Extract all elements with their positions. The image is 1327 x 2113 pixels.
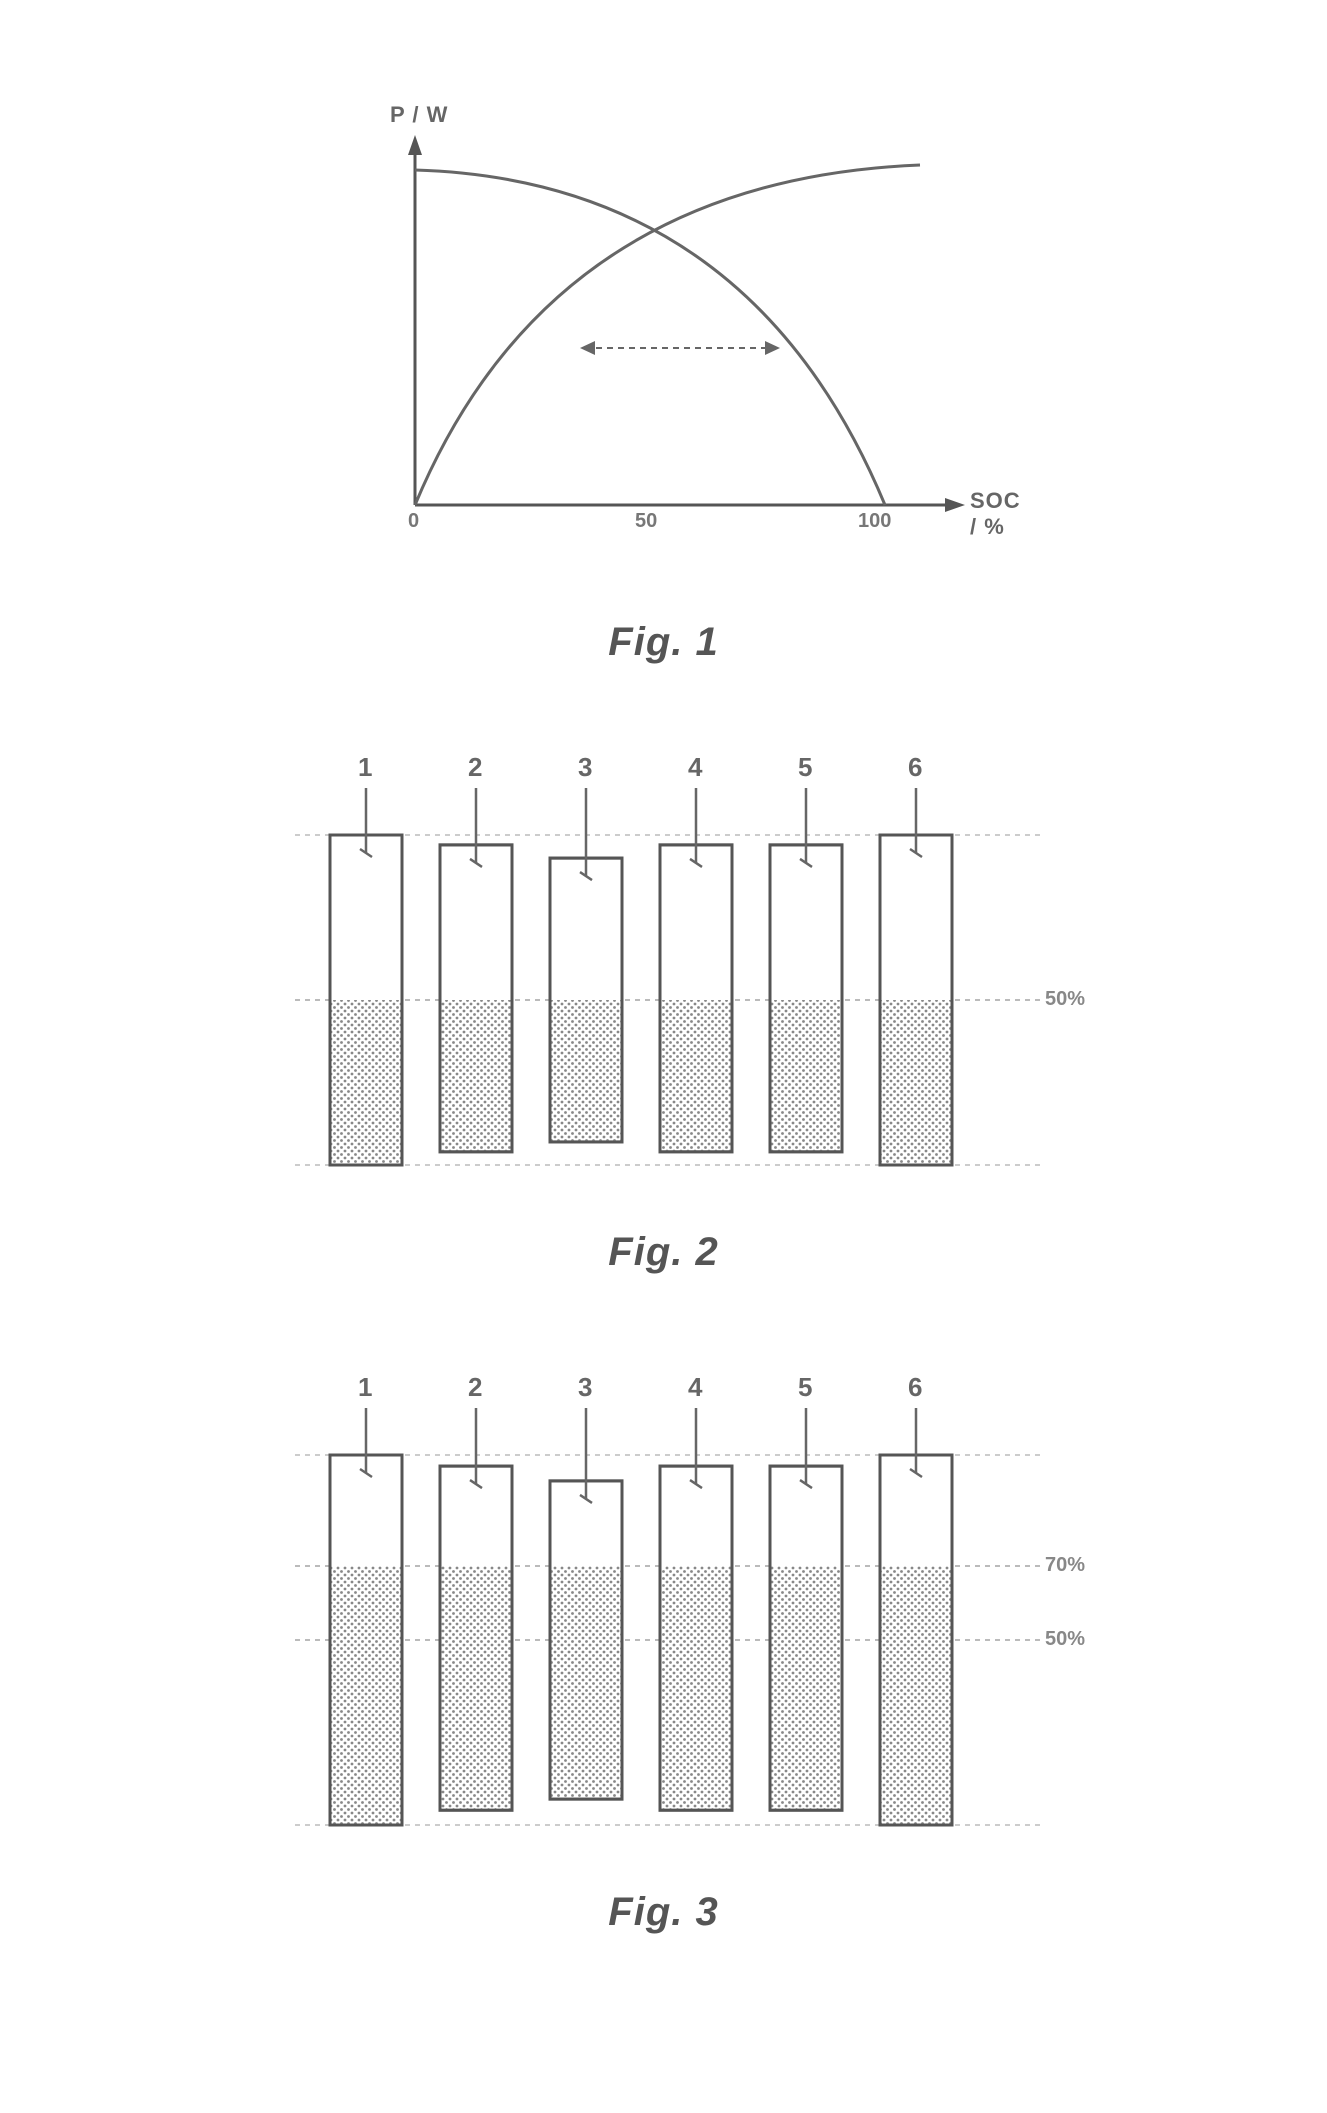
- bar-id-label: 2: [468, 752, 482, 783]
- x-tick-50: 50: [635, 510, 657, 533]
- x-axis-label: SOC / %: [970, 488, 1030, 540]
- bar-id-label: 1: [358, 1372, 372, 1403]
- bar-fill: [332, 1000, 401, 1164]
- bar-fill: [662, 1000, 731, 1150]
- fig3-ref-50: 50%: [1045, 1628, 1085, 1651]
- bar-fill: [882, 1566, 951, 1824]
- bar-fill: [772, 1000, 841, 1150]
- fig2-caption: Fig. 2: [0, 1230, 1327, 1275]
- bar-fill: [442, 1000, 511, 1150]
- bar-fill: [552, 1566, 621, 1798]
- bar-fill: [882, 1000, 951, 1164]
- bar-id-label: 6: [908, 752, 922, 783]
- fig1-chart: [330, 110, 1030, 560]
- figure-2: 1 2 3 4 5 6 50%: [270, 740, 1090, 1200]
- bar-fill: [332, 1566, 401, 1824]
- bar-fill: [662, 1566, 731, 1809]
- figure-3: 1 2 3 4 5 6 70% 50%: [270, 1360, 1090, 1860]
- fig2-ref-50: 50%: [1045, 988, 1085, 1011]
- bar-fill: [772, 1566, 841, 1809]
- bar-id-label: 5: [798, 752, 812, 783]
- bar-id-label: 4: [688, 752, 702, 783]
- bar-fill: [552, 1000, 621, 1140]
- fig3-chart: [270, 1360, 1090, 1860]
- fig1-caption: Fig. 1: [0, 620, 1327, 665]
- fig3-ref-70: 70%: [1045, 1554, 1085, 1577]
- bar-id-label: 1: [358, 752, 372, 783]
- bar-id-label: 2: [468, 1372, 482, 1403]
- y-axis-label: P / W: [390, 102, 448, 128]
- bar-id-label: 3: [578, 752, 592, 783]
- x-tick-0: 0: [408, 510, 419, 533]
- figure-1: P / W 0 50 100 SOC / %: [330, 110, 1030, 600]
- bar-fill: [442, 1566, 511, 1809]
- fig3-caption: Fig. 3: [0, 1890, 1327, 1935]
- fig2-chart: [270, 740, 1090, 1200]
- bar-id-label: 3: [578, 1372, 592, 1403]
- x-tick-100: 100: [858, 510, 891, 533]
- bar-id-label: 6: [908, 1372, 922, 1403]
- bar-id-label: 4: [688, 1372, 702, 1403]
- bar-id-label: 5: [798, 1372, 812, 1403]
